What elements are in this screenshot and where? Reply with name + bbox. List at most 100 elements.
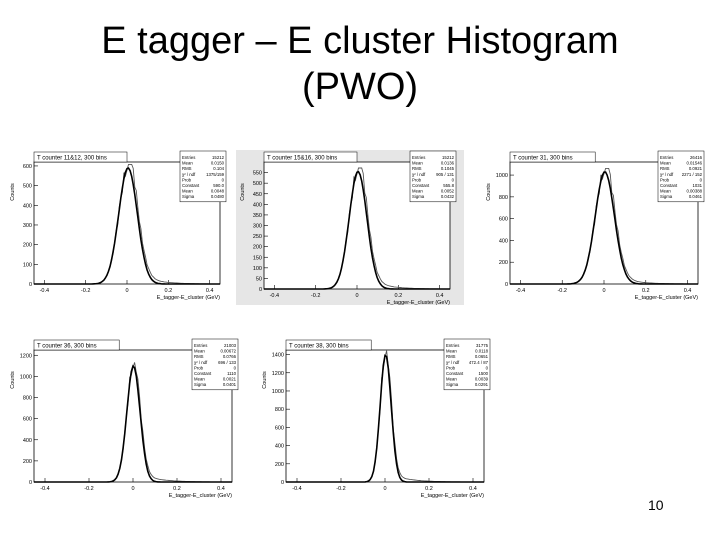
chart2-title-box — [263, 151, 358, 163]
chart3-stats-key: Sigma — [660, 194, 673, 199]
histogram-svg-3: T counter 31, 300 bins Counts 0 200 400 600 80… — [486, 150, 705, 300]
slide-title-line-1: E tagger – E cluster Histogram — [101, 20, 619, 62]
chart5-title-box — [285, 339, 372, 351]
chart5-stats-key: Constant — [446, 371, 464, 376]
chart1-stats-key: χ² / ndf — [182, 172, 196, 177]
chart3-stats-value: 0 — [700, 177, 703, 182]
chart5-x-tick-label: 0 — [383, 486, 386, 492]
chart3-stats-value: 2271 / 152 — [682, 172, 703, 177]
chart3-stats-key: χ² / ndf — [660, 172, 674, 177]
chart2-y-tick-label: 450 — [253, 192, 262, 198]
chart2-stats-key: Entries — [412, 155, 425, 160]
chart2-stats-value: 0 — [452, 177, 455, 182]
chart1-stats-key: Sigma — [182, 194, 195, 199]
chart3-title-box — [509, 151, 596, 163]
chart5-x-tick-label: -0.4 — [292, 486, 301, 492]
chart4-x-tick-label: -0.4 — [40, 486, 49, 492]
chart2-y-axis-label: Counts — [240, 183, 246, 201]
chart1-stats-value: 1375/159 — [206, 172, 225, 177]
chart2-stats-value: 0.0136 — [441, 161, 455, 166]
chart5-x-axis-label: E_tagger-E_cluster (GeV) — [421, 493, 484, 498]
chart5-title: T counter 38, 300 bins — [289, 344, 349, 350]
chart5-y-tick-label: 600 — [275, 425, 284, 431]
chart4-x-tick-label: 0.2 — [173, 486, 181, 492]
chart3-stats-key: Mean — [660, 189, 671, 194]
chart2-y-tick-label: 550 — [253, 171, 262, 177]
chart1-stats-value: 0.0150 — [211, 161, 225, 166]
chart1-y-tick-label: 300 — [23, 223, 32, 229]
chart4-stats-value: 0.00672 — [220, 349, 236, 354]
histogram-svg-1: T counter 11&12, 300 bins Counts 0 100 200 30… — [10, 150, 227, 300]
slide-title: E tagger – E cluster Histogram (PWO) — [0, 18, 720, 110]
chart3-x-tick-label: 0.4 — [684, 288, 692, 294]
chart1-y-tick-label: 0 — [29, 282, 32, 288]
chart4-y-tick-label: 600 — [23, 417, 32, 423]
chart5-stats-key: Mean — [446, 377, 457, 382]
chart5-x-tick-label: -0.2 — [336, 486, 345, 492]
chart3-y-tick-label: 600 — [499, 217, 508, 223]
chart1-stats-key: Prob — [182, 177, 192, 182]
chart1-x-axis-label: E_tagger-E_cluster (GeV) — [157, 295, 220, 300]
chart3-y-tick-label: 800 — [499, 195, 508, 201]
chart4-stats-key: RMS — [194, 354, 204, 359]
chart4-stats-value: 1110 — [227, 371, 237, 376]
chart2-x-tick-label: -0.4 — [270, 293, 279, 299]
chart4-x-axis-label: E_tagger-E_cluster (GeV) — [169, 493, 232, 498]
chart2-x-tick-label: 0.2 — [395, 293, 403, 299]
chart1-y-tick-label: 100 — [23, 262, 32, 268]
chart1-x-tick-label: 0.4 — [206, 288, 214, 294]
chart5-y-axis-label: Counts — [262, 371, 268, 389]
chart5-stats-value: 0.0039 — [475, 377, 489, 382]
chart3-stats-value: 0.0921 — [689, 166, 703, 171]
chart2-stats-value: 555.8 — [443, 183, 454, 188]
chart1-y-axis-label: Counts — [10, 183, 16, 201]
chart1-x-tick-label: 0.2 — [165, 288, 173, 294]
chart2-y-tick-label: 150 — [253, 255, 262, 261]
chart1-x-tick-label: 0 — [125, 288, 128, 294]
chart3-fit-curve — [510, 171, 698, 285]
chart1-fit-curve — [34, 167, 220, 285]
chart5-stats-value: 0.0118 — [475, 349, 488, 354]
chart5-stats-value: 31775 — [476, 343, 489, 348]
chart5-fit-curve — [286, 354, 484, 483]
chart3-stats-key: Mean — [660, 161, 671, 166]
chart5-stats-box — [443, 338, 491, 391]
chart2-y-tick-label: 500 — [253, 181, 262, 187]
chart5-y-tick-label: 1000 — [272, 389, 284, 395]
chart4-title-box — [33, 339, 120, 351]
chart2-fit-curve — [264, 170, 450, 290]
chart2-x-tick-label: -0.2 — [311, 293, 320, 299]
histogram-panel-4: T counter 36, 300 bins Counts 0 200 400 600 80… — [6, 338, 246, 498]
chart5-stats-value: 0.0291 — [475, 382, 489, 387]
chart4-stats-key: Mean — [194, 377, 205, 382]
chart3-stats-value: 1031 — [692, 183, 702, 188]
chart2-y-tick-label: 300 — [253, 224, 262, 230]
chart4-title: T counter 36, 300 bins — [37, 344, 97, 350]
chart3-x-tick-label: 0.2 — [642, 288, 650, 294]
chart1-y-tick-label: 500 — [23, 184, 32, 190]
chart4-x-tick-label: 0 — [131, 486, 134, 492]
chart2-stats-key: Constant — [412, 183, 430, 188]
chart5-y-tick-label: 800 — [275, 407, 284, 413]
chart5-x-tick-label: 0.2 — [425, 486, 433, 492]
chart5-stats-key: Entries — [446, 343, 459, 348]
chart5-stats-key: RMS — [446, 354, 456, 359]
chart2-x-tick-label: 0 — [355, 293, 358, 299]
chart2-stats-key: χ² / ndf — [412, 172, 426, 177]
histogram-svg-5: T counter 38, 300 bins Counts 0 200 400 600 80… — [262, 338, 491, 498]
chart3-x-axis-label: E_tagger-E_cluster (GeV) — [635, 295, 698, 300]
chart2-y-tick-label: 200 — [253, 245, 262, 251]
chart2-stats-value: 0.1045 — [441, 166, 455, 171]
chart2-stats-value: 0.0052 — [441, 189, 455, 194]
chart1-stats-value: 15212 — [212, 155, 225, 160]
chart3-stats-value: 26416 — [690, 155, 703, 160]
chart3-x-tick-label: -0.2 — [557, 288, 566, 294]
histogram-panel-2: T counter 15&16, 300 bins Counts 0 50 100 150… — [236, 150, 464, 305]
chart2-y-tick-label: 50 — [256, 276, 262, 282]
chart1-stats-value: 0.104 — [213, 166, 224, 171]
chart1-stats-value: 590.0 — [213, 183, 224, 188]
chart4-stats-box — [191, 338, 239, 391]
chart4-y-tick-label: 800 — [23, 396, 32, 402]
chart4-y-tick-label: 200 — [23, 459, 32, 465]
chart5-y-tick-label: 200 — [275, 462, 284, 468]
